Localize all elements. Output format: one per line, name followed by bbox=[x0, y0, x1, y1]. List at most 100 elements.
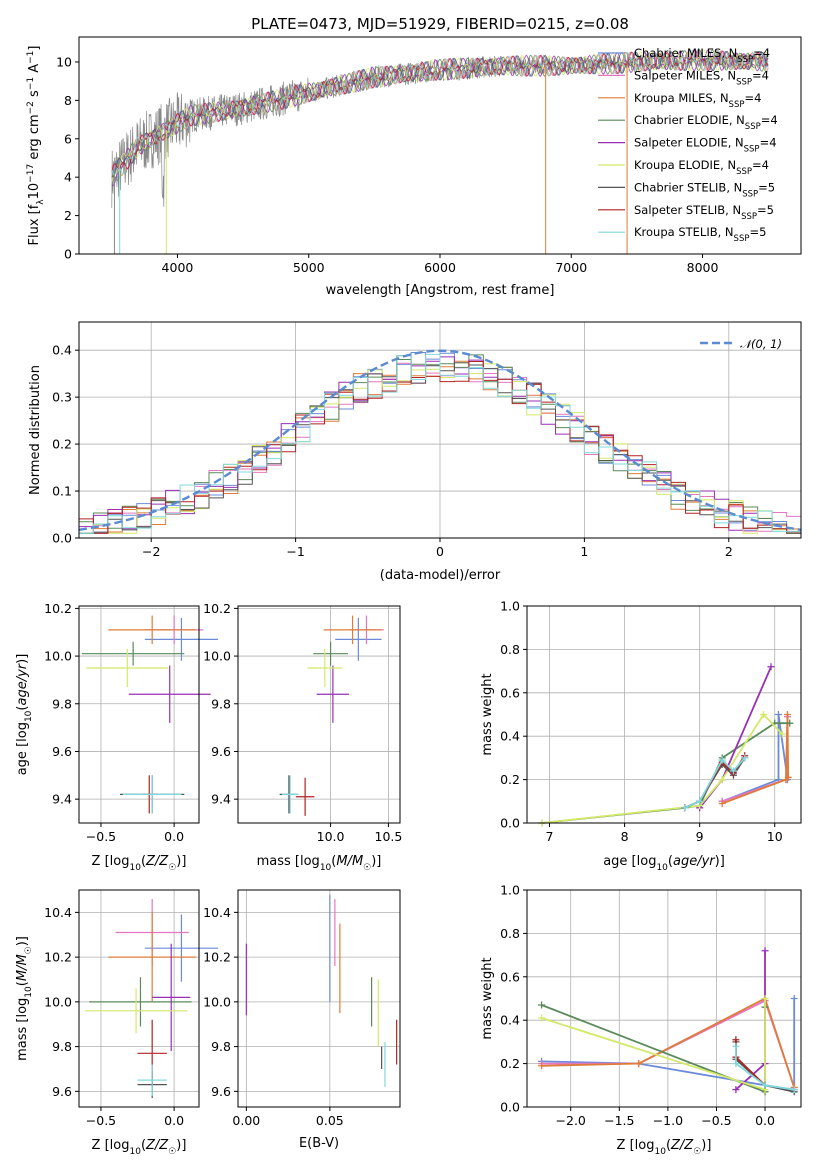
weight-line-chabrier_elodie bbox=[541, 722, 790, 824]
y-axis-label-part: )] bbox=[15, 936, 30, 946]
x-tick-label: −2 bbox=[142, 544, 160, 559]
weight-marker-kroupa_stelib bbox=[729, 767, 737, 775]
weight-marker-kroupa_stelib bbox=[718, 756, 726, 764]
x-tick-label: 7 bbox=[546, 829, 554, 844]
y-tick-label: 10 bbox=[56, 54, 72, 69]
y-tick-label: 6 bbox=[64, 131, 72, 146]
y-tick-label: 0.2 bbox=[500, 1056, 520, 1071]
x-axis-label-part: )] bbox=[371, 854, 381, 869]
x-axis-label: Z [log10(Z/Z☉)] bbox=[92, 854, 187, 873]
y-axis-label-part: ( bbox=[15, 981, 30, 986]
x-axis-label-part: ( bbox=[666, 1138, 671, 1153]
legend-entry-sub: SSP bbox=[729, 100, 745, 110]
weight-marker-kroupa_miles bbox=[538, 1062, 546, 1070]
y-tick-label: 9.6 bbox=[52, 1084, 72, 1099]
y-tick-label: 10.2 bbox=[203, 950, 231, 965]
y-tick-label: 0.1 bbox=[52, 484, 72, 499]
weight-marker-kroupa_elodie bbox=[759, 711, 767, 718]
weight-marker-kroupa_stelib bbox=[741, 754, 749, 762]
weight-marker-kroupa_stelib bbox=[732, 1042, 740, 1050]
x-axis-label: age [log10(age/yr)] bbox=[603, 854, 725, 873]
y-axis-label-part: 10 bbox=[24, 986, 34, 998]
weight-line-kroupa_miles bbox=[541, 997, 796, 1088]
weight-marker-kroupa_elodie bbox=[778, 730, 786, 738]
weight-marker-kroupa_stelib bbox=[696, 797, 704, 805]
x-axis-label-part: )] bbox=[715, 854, 725, 869]
weight-marker-chabrier_miles bbox=[790, 995, 798, 1002]
legend-entry-sub: SSP bbox=[744, 145, 760, 155]
model-spectrum-chabrier_elodie bbox=[111, 49, 769, 182]
axes-frame bbox=[78, 605, 200, 824]
x-tick-label: −0.5 bbox=[86, 1113, 116, 1128]
histograms bbox=[79, 349, 801, 534]
y-tick-label: 4 bbox=[64, 170, 72, 185]
y-axis-label-part: age [log bbox=[15, 722, 30, 775]
y-tick-label: 9.6 bbox=[52, 744, 72, 759]
y-tick-label: 0.0 bbox=[500, 1100, 520, 1115]
panel-residuals: −2 −1 0 1 2 0.0 0.1 0.2 0.3 0.4 (data-model)/error… bbox=[28, 321, 802, 583]
weight-marker-kroupa_miles bbox=[783, 711, 791, 718]
y-axis-label: Flux [fλ10−17 erg cm−2 s−1 A−1] bbox=[26, 46, 46, 246]
y-axis-label-part: age/yr bbox=[15, 662, 30, 705]
legend-entry-base: Salpeter ELODIE, N bbox=[634, 136, 744, 150]
y-axis-label-part: 10 bbox=[24, 710, 34, 722]
y-axis-label: mass weight bbox=[480, 673, 495, 755]
legend-entry: 𝒩(0, 1) bbox=[740, 337, 782, 351]
panel-spectrum: 4000 5000 6000 7000 8000 0 2 4 6 8 10 wavelength [A… bbox=[26, 36, 802, 298]
y-tick-label: 10.2 bbox=[44, 601, 72, 616]
y-axis-label-part: Flux [f bbox=[27, 204, 42, 245]
legend-entry-sub: SSP bbox=[736, 77, 752, 87]
x-tick-label: 2 bbox=[725, 544, 733, 559]
x-axis-label-part: ( bbox=[141, 1138, 146, 1153]
y-axis-label-part: ☉ bbox=[24, 946, 34, 954]
x-tick-label: −0.5 bbox=[86, 829, 116, 844]
weight-line-chabrier_stelib bbox=[684, 757, 746, 809]
weight-marker-kroupa_stelib bbox=[790, 1086, 798, 1094]
y-tick-label: 0.2 bbox=[500, 772, 520, 787]
x-tick-label: −2.0 bbox=[556, 1113, 586, 1128]
y-tick-label: 10.2 bbox=[203, 601, 231, 616]
x-tick-label: 0.0 bbox=[164, 829, 184, 844]
weight-marker-chabrier_elodie bbox=[538, 1001, 546, 1009]
x-axis-label-part: )] bbox=[176, 854, 186, 869]
weight-marker-salpeter_elodie bbox=[767, 663, 775, 671]
x-axis-label-part: 10 bbox=[656, 863, 668, 873]
x-tick-label: 0.0 bbox=[164, 1113, 184, 1128]
y-tick-label: 0.0 bbox=[52, 531, 72, 546]
y-tick-label: 1.0 bbox=[500, 599, 520, 614]
weight-marker-kroupa_miles bbox=[718, 799, 726, 807]
x-tick-label: 10 bbox=[767, 829, 783, 844]
legend-entry-tail: =4 bbox=[760, 136, 777, 150]
x-axis-label: Z [log10(Z/Z☉)] bbox=[92, 1138, 187, 1157]
legend-entry-sub: SSP bbox=[737, 55, 753, 65]
weight-marker-kroupa_stelib bbox=[761, 1081, 769, 1089]
y-tick-label: 9.8 bbox=[52, 1039, 72, 1054]
x-axis-label-part: ( bbox=[141, 854, 146, 869]
y-tick-label: 8 bbox=[64, 93, 72, 108]
x-tick-label: −1 bbox=[286, 544, 304, 559]
x-tick-label: 4000 bbox=[162, 260, 194, 275]
x-axis-label-part: Z [log bbox=[617, 1138, 655, 1153]
model-spectrum-salpeter_stelib bbox=[111, 49, 769, 172]
normal-curve bbox=[79, 349, 801, 531]
y-tick-label: 9.8 bbox=[211, 696, 231, 711]
legend-entry: Kroupa STELIB, NSSP=5 bbox=[634, 225, 766, 244]
y-axis-label-part: 10 bbox=[27, 183, 42, 200]
legend-entry-tail: =4 bbox=[744, 91, 761, 105]
legend-entry: Kroupa ELODIE, NSSP=4 bbox=[634, 158, 769, 177]
x-axis-label-part: ( bbox=[668, 854, 673, 869]
x-axis-label-part: mass [log bbox=[257, 854, 320, 869]
x-tick-label: 10.0 bbox=[317, 829, 345, 844]
legend-entry: Salpeter STELIB, NSSP=5 bbox=[634, 203, 774, 222]
x-axis-label-part: ☉ bbox=[168, 863, 176, 873]
x-axis-label: Z [log10(Z/Z☉)] bbox=[617, 1138, 712, 1157]
weight-marker-kroupa_elodie bbox=[538, 1014, 546, 1022]
y-tick-label: 10.4 bbox=[203, 905, 231, 920]
y-axis-label-part: A bbox=[27, 64, 42, 77]
y-axis-label: Normed distribution bbox=[28, 365, 43, 495]
y-tick-label: 0.0 bbox=[500, 816, 520, 831]
y-tick-label: 0.6 bbox=[500, 969, 520, 984]
figure-title: PLATE=0473, MJD=51929, FIBERID=0215, z=0… bbox=[251, 15, 629, 33]
